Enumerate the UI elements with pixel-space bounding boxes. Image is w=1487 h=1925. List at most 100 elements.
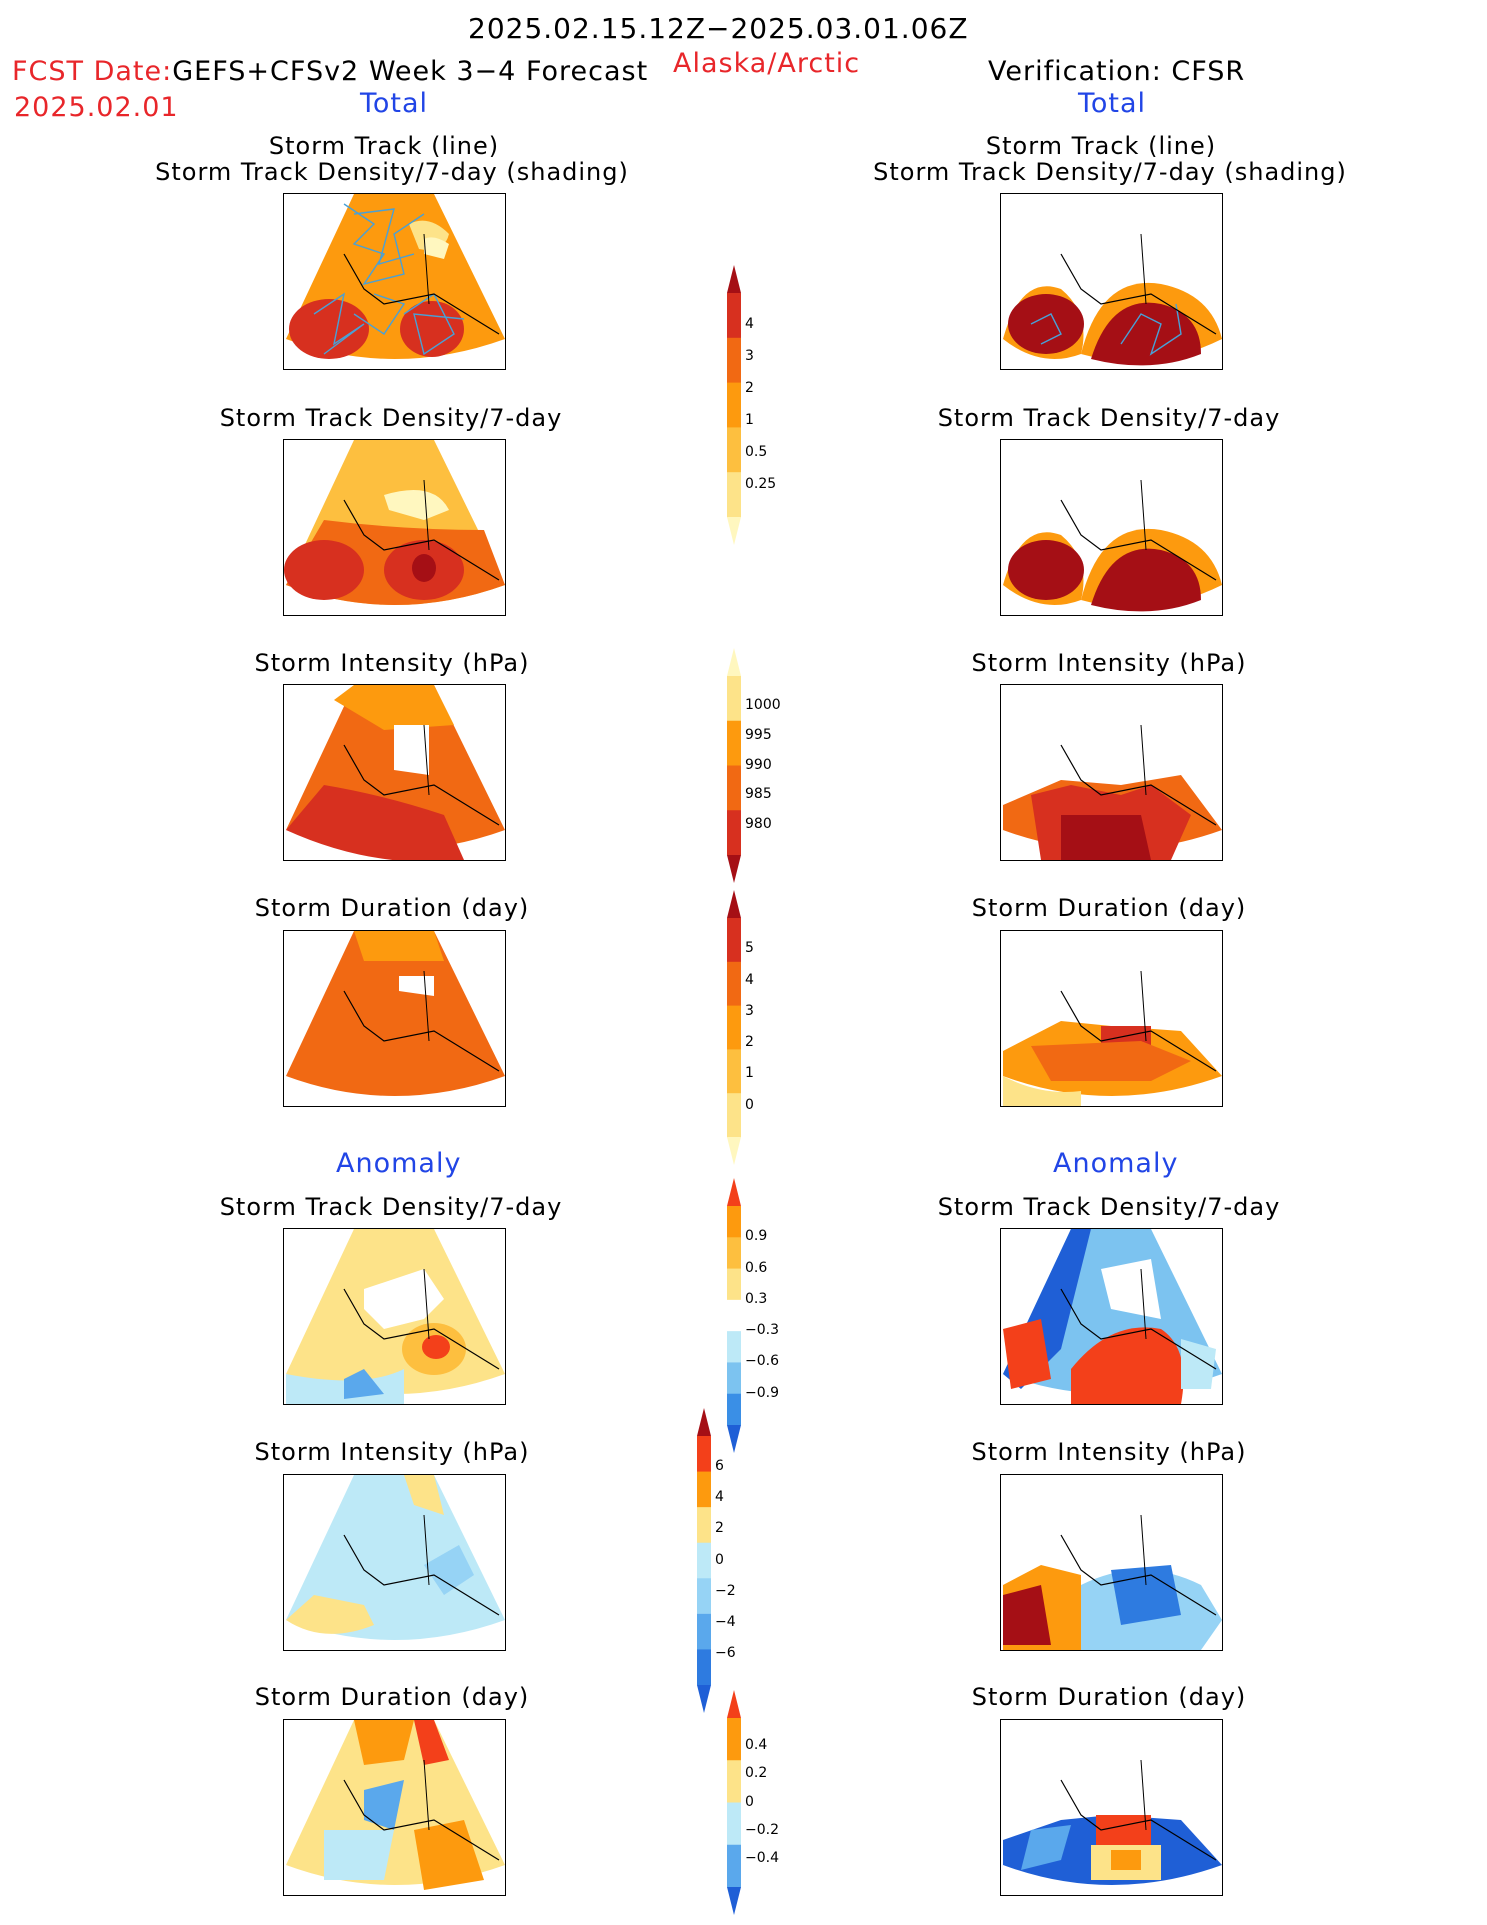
left-total-label: Total [360, 88, 429, 119]
left-p3-map [283, 684, 506, 861]
intensity-swatch [727, 676, 741, 722]
density-swatch [727, 293, 741, 339]
duration-tick-label: 1 [745, 1065, 754, 1082]
colorbar-anom-density: 0.9 0.6 0.3 −0.3 −0.6 −0.9 [725, 1178, 785, 1453]
anom_duration-swatch [727, 1844, 741, 1888]
right-p3-map [1000, 684, 1223, 861]
left-p3-title: Storm Intensity (hPa) [254, 649, 530, 677]
left-p5-title: Storm Track Density/7-day [219, 1193, 563, 1221]
left-anomaly-label: Anomaly [336, 1148, 462, 1179]
density-swatch [727, 517, 741, 545]
duration-swatch [727, 1093, 741, 1138]
anom_density-swatch [727, 1268, 741, 1301]
density-tick-label: 0.25 [745, 476, 777, 492]
anom_density-swatch [727, 1206, 741, 1238]
right-p1-title-b: Storm Track Density/7-day (shading) [873, 158, 1347, 186]
anom_density-swatch [727, 1331, 741, 1363]
left-p7-map [283, 1719, 506, 1896]
density-swatch [727, 265, 741, 293]
density-tick-label: 4 [745, 316, 754, 332]
anom_intensity-svg [697, 1408, 711, 1713]
anom_density-swatch [727, 1425, 741, 1453]
left-p2-map [283, 439, 506, 616]
right-p2-title: Storm Track Density/7-day [937, 404, 1281, 432]
intensity-swatch [727, 648, 741, 676]
density-swatch [727, 382, 741, 428]
anom_intensity-swatch [697, 1685, 711, 1713]
left-p2-title: Storm Track Density/7-day [219, 404, 563, 432]
duration-swatch [727, 961, 741, 1007]
density-svg [727, 265, 741, 545]
right-p6-map [1000, 1474, 1223, 1651]
anom_duration-tick-label: 0 [745, 1793, 754, 1810]
colorbar-duration: 5 4 3 2 1 0 [725, 890, 785, 1165]
intensity-swatch [727, 720, 741, 766]
intensity-swatch [727, 855, 741, 883]
duration-tick-label: 0 [745, 1096, 754, 1113]
duration-tick-label: 2 [745, 1034, 754, 1051]
anom_intensity-tick-label: 0 [715, 1551, 724, 1568]
right-p1-title-a: Storm Track (line) [985, 132, 1217, 160]
anom_intensity-tick-label: 2 [715, 1520, 724, 1537]
intensity-swatch [727, 810, 741, 856]
anom_intensity-swatch [697, 1436, 711, 1473]
anom_duration-swatch [727, 1887, 741, 1915]
anom_intensity-swatch [697, 1613, 711, 1650]
anom_duration-tick-label: 0.4 [745, 1737, 768, 1754]
anom_intensity-tick-label: 6 [715, 1458, 724, 1475]
density-tick-label: 3 [745, 348, 754, 364]
duration-swatch [727, 1049, 741, 1094]
anom_intensity-swatch [697, 1649, 711, 1686]
right-p1-map [1000, 193, 1223, 370]
intensity-tick-label: 1000 [745, 696, 781, 713]
density-swatch [727, 472, 741, 518]
anom_duration-swatch [727, 1760, 741, 1803]
verification-label: Verification: CFSR [988, 56, 1246, 87]
right-p5-title: Storm Track Density/7-day [937, 1193, 1281, 1221]
right-p4-title: Storm Duration (day) [971, 894, 1247, 922]
right-p5-map [1000, 1228, 1223, 1405]
anom_duration-swatch [727, 1690, 741, 1718]
right-p3-title: Storm Intensity (hPa) [971, 649, 1247, 677]
anom_intensity-tick-label: 4 [715, 1489, 724, 1506]
density-tick-label: 2 [745, 380, 754, 396]
duration-swatch [727, 918, 741, 963]
density-tick-label: 0.5 [745, 444, 768, 460]
colorbar-intensity: 1000 995 990 985 980 [725, 648, 785, 883]
left-p1-title-a: Storm Track (line) [268, 132, 500, 160]
duration-svg [727, 890, 741, 1165]
anom_density-tick-label: −0.6 [745, 1353, 779, 1370]
anom_intensity-tick-label: −2 [715, 1582, 736, 1599]
anom_density-tick-label: −0.9 [745, 1384, 779, 1401]
anom_density-swatch [727, 1237, 741, 1270]
colorbar-anom-intensity: 6 4 2 0 −2 −4 −6 [695, 1408, 755, 1713]
fcst-prefix: FCST Date: [12, 56, 173, 87]
intensity-swatch [727, 765, 741, 811]
anom_duration-swatch [727, 1718, 741, 1761]
intensity-svg [727, 648, 741, 883]
left-p6-title: Storm Intensity (hPa) [254, 1438, 530, 1466]
left-p7-title: Storm Duration (day) [254, 1683, 530, 1711]
right-p2-map [1000, 439, 1223, 616]
period-title: 2025.02.15.12Z−2025.03.01.06Z [468, 12, 969, 45]
fcst-date: 2025.02.01 [14, 92, 179, 123]
right-total-label: Total [1078, 88, 1147, 119]
fcst-model: GEFS+CFSv2 Week 3−4 Forecast [172, 56, 649, 87]
duration-tick-label: 5 [745, 940, 754, 957]
anom_duration-tick-label: −0.2 [745, 1821, 779, 1838]
anom_duration-tick-label: 0.2 [745, 1765, 768, 1782]
anom_intensity-tick-label: −6 [715, 1644, 736, 1661]
right-p7-title: Storm Duration (day) [971, 1683, 1247, 1711]
anom_intensity-tick-label: −4 [715, 1613, 736, 1630]
anom_density-swatch [727, 1178, 741, 1206]
anom_density-swatch [727, 1299, 741, 1332]
anom_intensity-swatch [697, 1471, 711, 1508]
anom_duration-swatch [727, 1802, 741, 1846]
left-p1-map [283, 193, 506, 370]
duration-tick-label: 3 [745, 1002, 754, 1019]
anom_density-tick-label: 0.3 [745, 1290, 768, 1307]
intensity-tick-label: 980 [745, 816, 772, 833]
right-anomaly-label: Anomaly [1053, 1148, 1179, 1179]
density-swatch [727, 337, 741, 384]
anom_intensity-swatch [697, 1408, 711, 1436]
